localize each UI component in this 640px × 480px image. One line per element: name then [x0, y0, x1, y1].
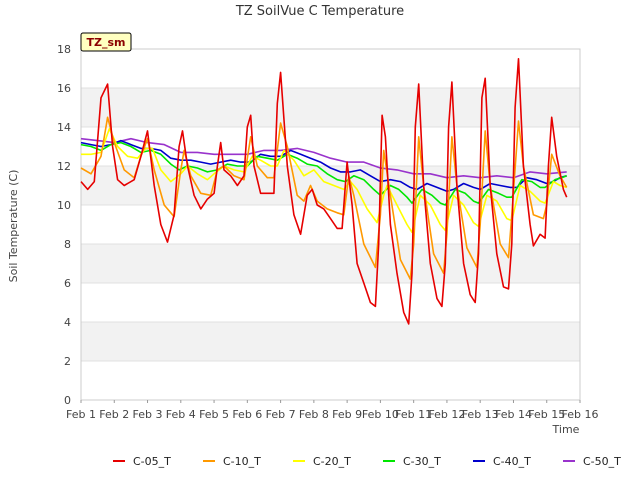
grid-band — [81, 88, 580, 127]
y-axis-title: Soil Temperature (C) — [7, 170, 20, 283]
y-tick-label: 18 — [57, 43, 71, 56]
grid-band — [81, 322, 580, 361]
x-tick-label: Feb 3 — [133, 408, 163, 421]
plot-frame — [80, 48, 581, 401]
x-tick-label: Feb 14 — [495, 408, 532, 421]
chart-title: TZ SoilVue C Temperature — [235, 4, 404, 19]
y-axis: 0 2 4 6 8 10 12 14 16 18 — [57, 43, 71, 407]
x-tick-label: Feb 16 — [562, 408, 599, 421]
x-tick-label: Feb 15 — [528, 408, 565, 421]
legend-label: C-05_T — [133, 455, 171, 468]
y-tick-label: 6 — [64, 277, 71, 290]
site-tag: TZ_sm — [80, 32, 132, 52]
x-tick-label: Feb 7 — [266, 408, 296, 421]
y-tick-label: 8 — [64, 238, 71, 251]
y-tick-label: 10 — [57, 199, 71, 212]
legend-item: C-50_T — [563, 455, 621, 468]
series-layer — [80, 58, 568, 325]
legend-label: C-20_T — [313, 455, 351, 468]
grid-bands — [81, 88, 580, 361]
legend: C-05_T C-10_T C-20_T C-30_T C-40_T C-50_T — [113, 455, 621, 468]
x-tick-label: Feb 6 — [232, 408, 262, 421]
x-tick-label: Feb 1 — [66, 408, 96, 421]
legend-item: C-30_T — [383, 455, 441, 468]
legend-item: C-40_T — [473, 455, 531, 468]
series-line-c-40-t — [80, 139, 567, 193]
legend-label: C-50_T — [583, 455, 621, 468]
x-tick-label: Feb 11 — [395, 408, 432, 421]
x-tick-label: Feb 13 — [462, 408, 499, 421]
x-tick-label: Feb 2 — [99, 408, 129, 421]
x-axis: Feb 1 Feb 2 Feb 3 Feb 4 Feb 5 Feb 6 Feb 7 Feb 8… — [66, 400, 598, 421]
y-tick-label: 12 — [57, 160, 71, 173]
legend-item: C-10_T — [203, 455, 261, 468]
legend-label: C-40_T — [493, 455, 531, 468]
site-tag-box — [80, 32, 132, 52]
legend-label: C-30_T — [403, 455, 441, 468]
y-tick-label: 14 — [57, 121, 71, 134]
series-line-c-05-t — [80, 58, 568, 325]
y-tick-label: 2 — [64, 355, 71, 368]
site-tag-label: TZ_sm — [87, 36, 126, 49]
y-tick-label: 0 — [64, 394, 71, 407]
y-tick-label: 4 — [64, 316, 71, 329]
x-tick-label: Feb 8 — [299, 408, 329, 421]
x-tick-label: Feb 4 — [166, 408, 196, 421]
x-tick-label: Feb 9 — [332, 408, 362, 421]
y-tick-label: 16 — [57, 82, 71, 95]
x-tick-label: Feb 10 — [362, 408, 399, 421]
legend-label: C-10_T — [223, 455, 261, 468]
grid-band — [81, 244, 580, 283]
legend-item: C-20_T — [293, 455, 351, 468]
legend-item: C-05_T — [113, 455, 171, 468]
x-tick-label: Feb 12 — [428, 408, 465, 421]
x-axis-title: Time — [552, 423, 580, 436]
x-tick-label: Feb 5 — [199, 408, 229, 421]
